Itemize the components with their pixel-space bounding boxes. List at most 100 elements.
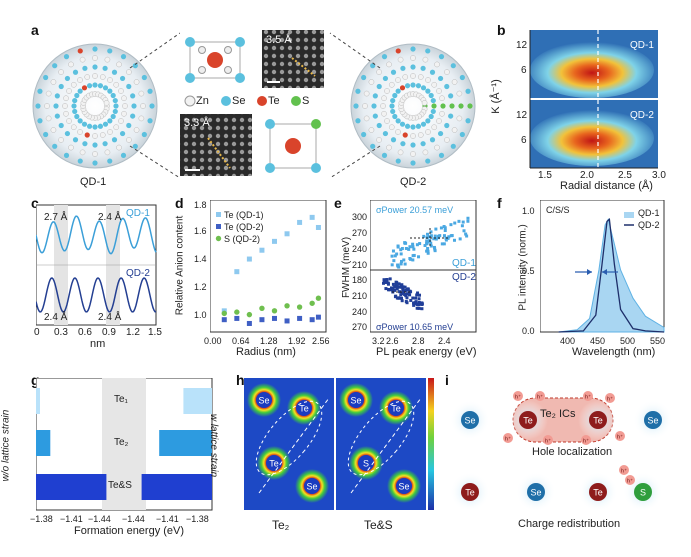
atom (70, 124, 77, 131)
e-point-qd2 (397, 282, 401, 286)
atom (376, 83, 382, 90)
qd1-sphere (32, 43, 158, 169)
atom (126, 137, 132, 143)
g-bar-right (159, 430, 212, 456)
legend-s: S (302, 95, 310, 107)
e-point-qd2 (412, 301, 416, 305)
atom (417, 132, 424, 138)
atom (102, 65, 108, 71)
atom (52, 63, 58, 69)
atom (384, 118, 390, 124)
legend-zn: Zn (196, 95, 209, 107)
atom (368, 79, 375, 85)
atom (63, 110, 69, 117)
e-point-qd2 (395, 296, 399, 300)
panel-h-maps: Te Te Se Se Te S Se Se (244, 378, 434, 510)
e-point-qd1 (396, 245, 400, 249)
i-hole-label: h⁺ (545, 438, 551, 445)
atom (444, 83, 450, 90)
atom (397, 149, 404, 156)
atom (395, 158, 401, 164)
e-point-qd1 (390, 263, 394, 267)
atom (381, 152, 388, 158)
atom (102, 121, 109, 127)
e-point-qd2 (418, 293, 422, 297)
e-point-qd2 (401, 288, 405, 292)
atom (404, 83, 411, 89)
g-row-2: Te&S (108, 480, 132, 491)
d-point (246, 311, 253, 318)
d-xtick-3: 1.92 (288, 336, 306, 346)
i-hole-label: h⁺ (537, 394, 543, 401)
atom (132, 143, 138, 149)
e-point-qd1 (408, 245, 412, 249)
legend-se: Se (232, 95, 246, 107)
e-point-qd2 (393, 285, 397, 289)
b-tag-qd1: QD-1 (630, 40, 654, 51)
atom (449, 103, 455, 109)
i-caption-top: Hole localization (532, 446, 613, 458)
e-point-qd1 (449, 234, 453, 238)
e-point-qd1 (390, 254, 394, 258)
atom (72, 108, 78, 115)
atom (458, 103, 464, 109)
atom (382, 75, 389, 82)
atom (465, 118, 471, 124)
d-xtick-1: 0.64 (232, 336, 250, 346)
atom (410, 46, 416, 52)
g-xlabel: Formation energy (eV) (74, 525, 185, 537)
e-ytick-b0: 180 (352, 275, 368, 285)
b-xlabel: Radial distance (Å) (560, 180, 653, 192)
atom (422, 149, 429, 156)
e-point-qd1 (444, 238, 448, 242)
atom (420, 85, 427, 91)
atom (395, 129, 401, 135)
atom (392, 113, 398, 120)
atom (119, 130, 126, 137)
f-title: C/S/S (546, 205, 570, 215)
d-legend-0: Te (QD-1) (224, 210, 264, 220)
atom (72, 137, 79, 143)
atom (112, 97, 118, 104)
d-point (221, 317, 227, 323)
atom (434, 61, 440, 68)
atom (118, 118, 124, 124)
atom (141, 131, 147, 138)
d-ytick-2: 1.4 (194, 254, 207, 264)
atom (381, 54, 388, 60)
qd2-sphere (350, 43, 476, 169)
legend-te: Te (268, 95, 280, 107)
b-ytick-12a: 12 (516, 40, 528, 51)
atom (147, 118, 153, 124)
atom (388, 124, 395, 131)
c-annot-bot-1: 2.4 Å (98, 312, 122, 323)
e-point-qd2 (420, 301, 424, 305)
atom (92, 64, 98, 70)
b-ytick-6b: 6 (521, 135, 527, 146)
e-point-qd2 (395, 287, 399, 291)
c-xtick-5: 1.5 (148, 327, 162, 338)
e-point-qd2 (382, 278, 386, 282)
atom (138, 90, 145, 97)
d-point (234, 315, 240, 321)
e-point-qd1 (432, 237, 436, 241)
crystal-cell-s (262, 114, 324, 176)
e-point-qd2 (402, 291, 406, 295)
atom (84, 132, 90, 138)
i-atom-label: Te (465, 488, 475, 498)
h-atom-label: Te (269, 459, 279, 469)
atom (50, 127, 57, 133)
atom (410, 64, 416, 70)
e-point-qd1 (433, 234, 437, 238)
atom (37, 118, 43, 124)
atom (122, 103, 128, 109)
e-point-qd1 (453, 221, 457, 225)
panel-h-label: h (236, 372, 245, 388)
atom (376, 122, 382, 129)
atom (355, 88, 361, 94)
h-caption-1: Te&S (364, 518, 393, 532)
atom (92, 73, 98, 79)
e-point-qd1 (444, 236, 448, 240)
atom (397, 56, 404, 63)
atom (410, 142, 416, 148)
